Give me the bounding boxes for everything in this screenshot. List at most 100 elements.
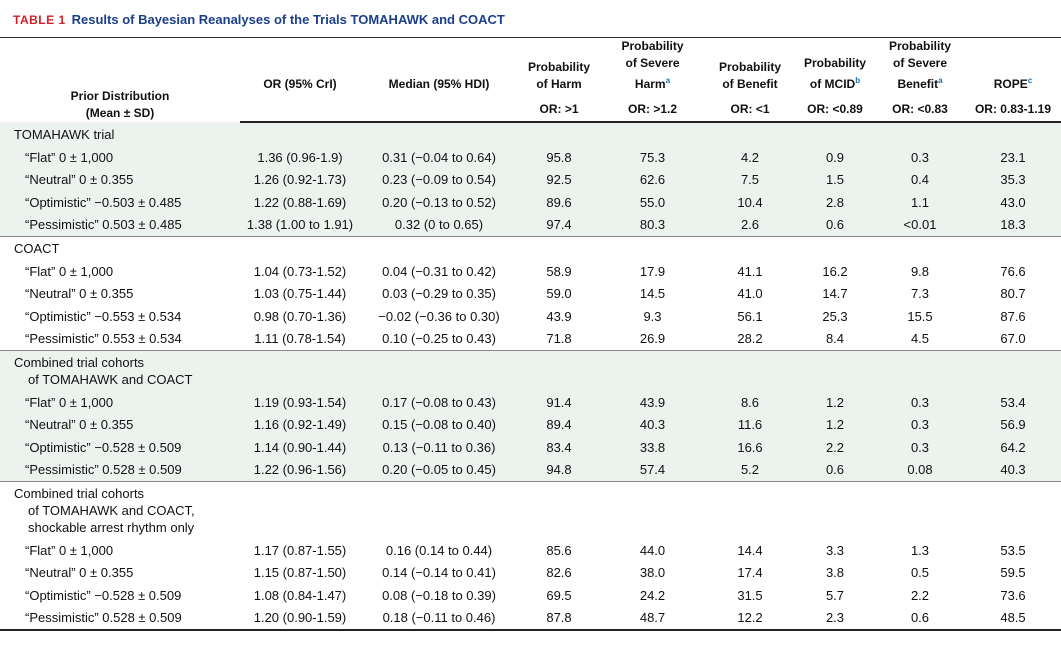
footnote-mark: b [855, 76, 861, 85]
header-text: (Mean ± SD) [85, 106, 155, 120]
cell: 0.3 [910, 394, 930, 410]
prior: “Flat” 0 ± 1,000 [25, 542, 114, 558]
section-label-row: Combined trial cohorts of TOMAHAWK and CO… [0, 351, 1061, 392]
cell: 38.0 [639, 565, 666, 581]
cell: 1.08 (0.84-1.47) [253, 587, 347, 603]
data-row: “Flat” 0 ± 1,000 1.36 (0.96-1.9) 0.31 (−0.… [0, 146, 1061, 169]
cell: 82.6 [546, 565, 572, 581]
cell: 16.6 [737, 439, 763, 455]
cell: −0.02 (−0.36 to 0.30) [378, 308, 500, 324]
cell: 1.1 [910, 194, 930, 210]
cell: 1.36 (0.96-1.9) [257, 149, 343, 165]
header-text: of Harm [536, 77, 582, 91]
header-line: Probability [602, 38, 703, 55]
cell: 57.4 [639, 462, 666, 478]
cell: 14.4 [737, 542, 763, 558]
cell: 0.6 [825, 217, 845, 233]
header-text: Probability [527, 60, 590, 74]
cell: 0.4 [910, 172, 930, 188]
header-text: Benefit [897, 77, 939, 91]
data-row: “Flat” 0 ± 1,000 1.17 (0.87-1.55) 0.16 (0.… [0, 539, 1061, 562]
cell: 1.2 [825, 394, 845, 410]
header-text: Probability [803, 56, 866, 70]
section-label-row: COACT [0, 237, 1061, 261]
prior: “Flat” 0 ± 1,000 [25, 149, 114, 165]
cell: 1.5 [825, 172, 845, 188]
prior: “Pessimistic” 0.528 ± 0.509 [25, 610, 182, 626]
cell: 0.20 (−0.13 to 0.52) [382, 194, 496, 210]
cell: 10.4 [737, 194, 763, 210]
cell: 1.3 [910, 542, 930, 558]
threshold-text: OR: >1.2 [627, 102, 678, 116]
cell: 58.9 [546, 263, 572, 279]
cell: 1.14 (0.90-1.44) [253, 439, 347, 455]
data-row: “Neutral” 0 ± 0.355 1.15 (0.87-1.50) 0.14 … [0, 562, 1061, 585]
cell: 53.5 [1000, 542, 1026, 558]
cell: 11.6 [737, 417, 763, 433]
cell: 44.0 [639, 542, 666, 558]
cell: 67.0 [1000, 331, 1026, 347]
cell: 92.5 [546, 172, 572, 188]
cell: 0.04 (−0.31 to 0.42) [382, 263, 496, 279]
cell: 48.7 [639, 610, 666, 626]
cell: 9.3 [643, 308, 662, 324]
data-row: “Optimistic” −0.553 ± 0.534 0.98 (0.70-1.… [0, 305, 1061, 328]
threshold-text: OR: <1 [730, 102, 770, 116]
cell: 75.3 [639, 149, 666, 165]
cell: 0.98 (0.70-1.36) [253, 308, 347, 324]
cell: 16.2 [822, 263, 848, 279]
cell: 2.2 [825, 439, 845, 455]
cell: 94.8 [546, 462, 572, 478]
cell: 5.7 [825, 587, 845, 603]
cell: 0.6 [910, 610, 930, 626]
cell: 95.8 [546, 149, 572, 165]
cell: 43.0 [1000, 194, 1026, 210]
cell: 0.13 (−0.11 to 0.36) [382, 439, 496, 455]
prior: “Optimistic” −0.503 ± 0.485 [25, 194, 182, 210]
prior: “Pessimistic” 0.503 ± 0.485 [25, 217, 182, 233]
threshold: OR: <0.89 [795, 97, 875, 123]
cell: 1.04 (0.73-1.52) [253, 263, 347, 279]
data-row: “Pessimistic” 0.528 ± 0.509 1.22 (0.96-1.… [0, 459, 1061, 482]
section-label-row: Combined trial cohorts of TOMAHAWK and CO… [0, 482, 1061, 540]
cell: 7.3 [910, 286, 930, 302]
cell: 80.7 [1000, 286, 1026, 302]
header-line: of Benefit [707, 76, 793, 93]
cell: 76.6 [1000, 263, 1026, 279]
header-text: Probability [888, 39, 951, 53]
footnote-mark: c [1027, 76, 1033, 85]
section-label-line: of TOMAHAWK and COACT, [28, 503, 195, 518]
cell: 0.15 (−0.08 to 0.40) [382, 417, 496, 433]
header-line: Probability [520, 59, 598, 76]
cell: 59.5 [1000, 565, 1026, 581]
header-line: OR (95% CrI) [242, 76, 358, 93]
column-header: ROPEc [965, 38, 1061, 97]
section-label-line: shockable arrest rhythm only [28, 520, 195, 535]
cell: 0.23 (−0.09 to 0.54) [382, 172, 496, 188]
footnote-mark: a [938, 76, 943, 85]
section-label-line: Combined trial cohorts [14, 355, 145, 370]
column-header: Probability of Harm [518, 38, 600, 97]
header-text: Probability [621, 39, 684, 53]
cell: 48.5 [1000, 610, 1026, 626]
cell: 59.0 [546, 286, 572, 302]
cell: 97.4 [546, 217, 572, 233]
section: Combined trial cohorts of TOMAHAWK and CO… [0, 482, 1061, 630]
cell: 0.08 (−0.18 to 0.39) [382, 587, 496, 603]
cell: 89.6 [546, 194, 572, 210]
section-label: Combined trial cohorts of TOMAHAWK and CO… [0, 351, 1061, 392]
header-text: Probability [718, 60, 781, 74]
cell: 8.4 [825, 331, 845, 347]
cell: 1.38 (1.00 to 1.91) [246, 217, 354, 233]
column-header: Probability of MCIDb [795, 38, 875, 97]
cell: <0.01 [903, 217, 937, 233]
data-row: “Pessimistic” 0.553 ± 0.534 1.11 (0.78-1.… [0, 328, 1061, 351]
prior: “Optimistic” −0.528 ± 0.509 [25, 439, 182, 455]
cell: 1.20 (0.90-1.59) [253, 610, 347, 626]
section: Combined trial cohorts of TOMAHAWK and CO… [0, 350, 1061, 482]
cell: 0.32 (0 to 0.65) [394, 217, 484, 233]
table-title: TABLE 1 Results of Bayesian Reanalyses of… [0, 0, 1061, 38]
cell: 9.8 [910, 263, 930, 279]
cell: 1.15 (0.87-1.50) [253, 565, 347, 581]
section-label: COACT [0, 237, 1061, 261]
